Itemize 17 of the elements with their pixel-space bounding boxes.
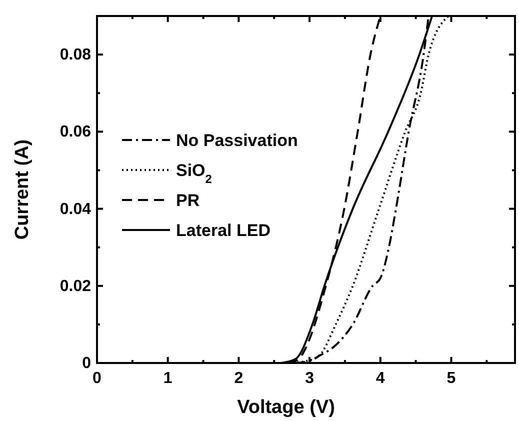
- legend-label: Lateral LED: [176, 221, 270, 240]
- x-tick-label: 2: [234, 370, 244, 387]
- y-tick-label: 0.06: [60, 124, 92, 141]
- x-tick-label: 5: [446, 370, 456, 387]
- x-tick-label: 4: [376, 370, 385, 387]
- y-tick-label: 0.04: [60, 200, 92, 218]
- x-tick-label: 3: [305, 370, 314, 387]
- y-axis-title: Current (A): [12, 139, 33, 240]
- x-tick-label: 1: [163, 370, 172, 387]
- legend-label: No Passivation: [176, 131, 298, 150]
- legend-label: SiO$_{2}$: [176, 161, 212, 186]
- y-tick-label: 0: [82, 355, 92, 372]
- x-axis-title: Voltage (V): [237, 397, 335, 418]
- y-tick-label: 0.02: [60, 278, 92, 295]
- y-tick-label: 0.08: [60, 46, 92, 64]
- legend-label: PR: [176, 191, 200, 210]
- x-tick-label: 0: [92, 370, 102, 387]
